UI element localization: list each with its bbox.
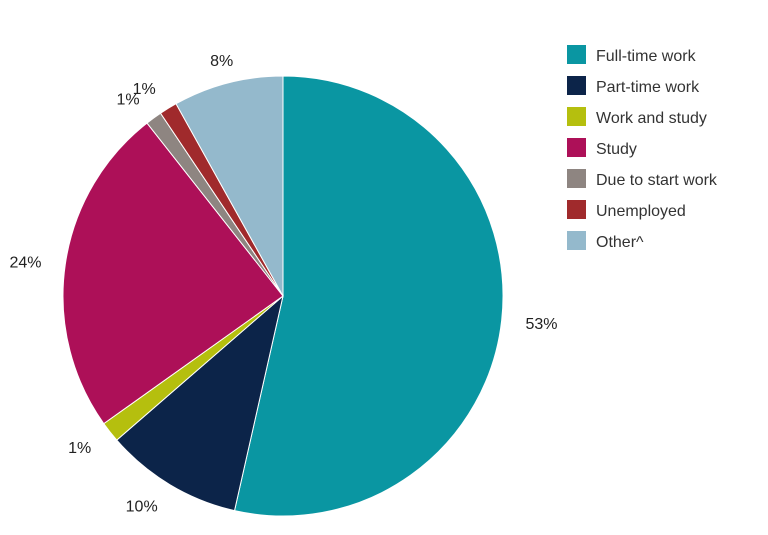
legend-label-due-to-start-work: Due to start work <box>596 172 718 189</box>
slice-label-full-time-work: 53% <box>526 316 558 333</box>
legend-swatch-other <box>567 231 586 250</box>
pie-slice-study <box>62 122 284 425</box>
legend-label-study: Study <box>596 141 637 158</box>
legend-swatch-part-time-work <box>567 76 586 95</box>
legend-label-work-and-study: Work and study <box>596 110 707 127</box>
slice-label-part-time-work: 10% <box>126 498 158 515</box>
pie-slice-other <box>175 75 284 298</box>
legend-swatch-full-time-work <box>567 45 586 64</box>
pie-slices <box>62 75 504 517</box>
legend-swatch-due-to-start-work <box>567 169 586 188</box>
pie-slice-full-time-work <box>233 75 504 517</box>
legend-label-unemployed: Unemployed <box>596 203 686 220</box>
slice-label-other: 8% <box>210 53 233 70</box>
legend-swatch-study <box>567 138 586 157</box>
slice-label-unemployed: 1% <box>133 81 156 98</box>
slice-label-work-and-study: 1% <box>68 440 91 457</box>
slice-label-due-to-start-work: 1% <box>116 92 139 109</box>
pie-slice-part-time-work <box>116 294 284 512</box>
legend-swatch-unemployed <box>567 200 586 219</box>
legend-label-part-time-work: Part-time work <box>596 79 700 96</box>
pie-slice-labels: 53%10%1%24%1%1%8% <box>9 53 558 515</box>
legend-swatch-work-and-study <box>567 107 586 126</box>
legend: Full-time work Part-time work Work and stu… <box>567 45 718 251</box>
legend-label-other: Other^ <box>596 234 644 251</box>
slice-label-study: 24% <box>9 254 41 271</box>
legend-label-full-time-work: Full-time work <box>596 48 697 65</box>
